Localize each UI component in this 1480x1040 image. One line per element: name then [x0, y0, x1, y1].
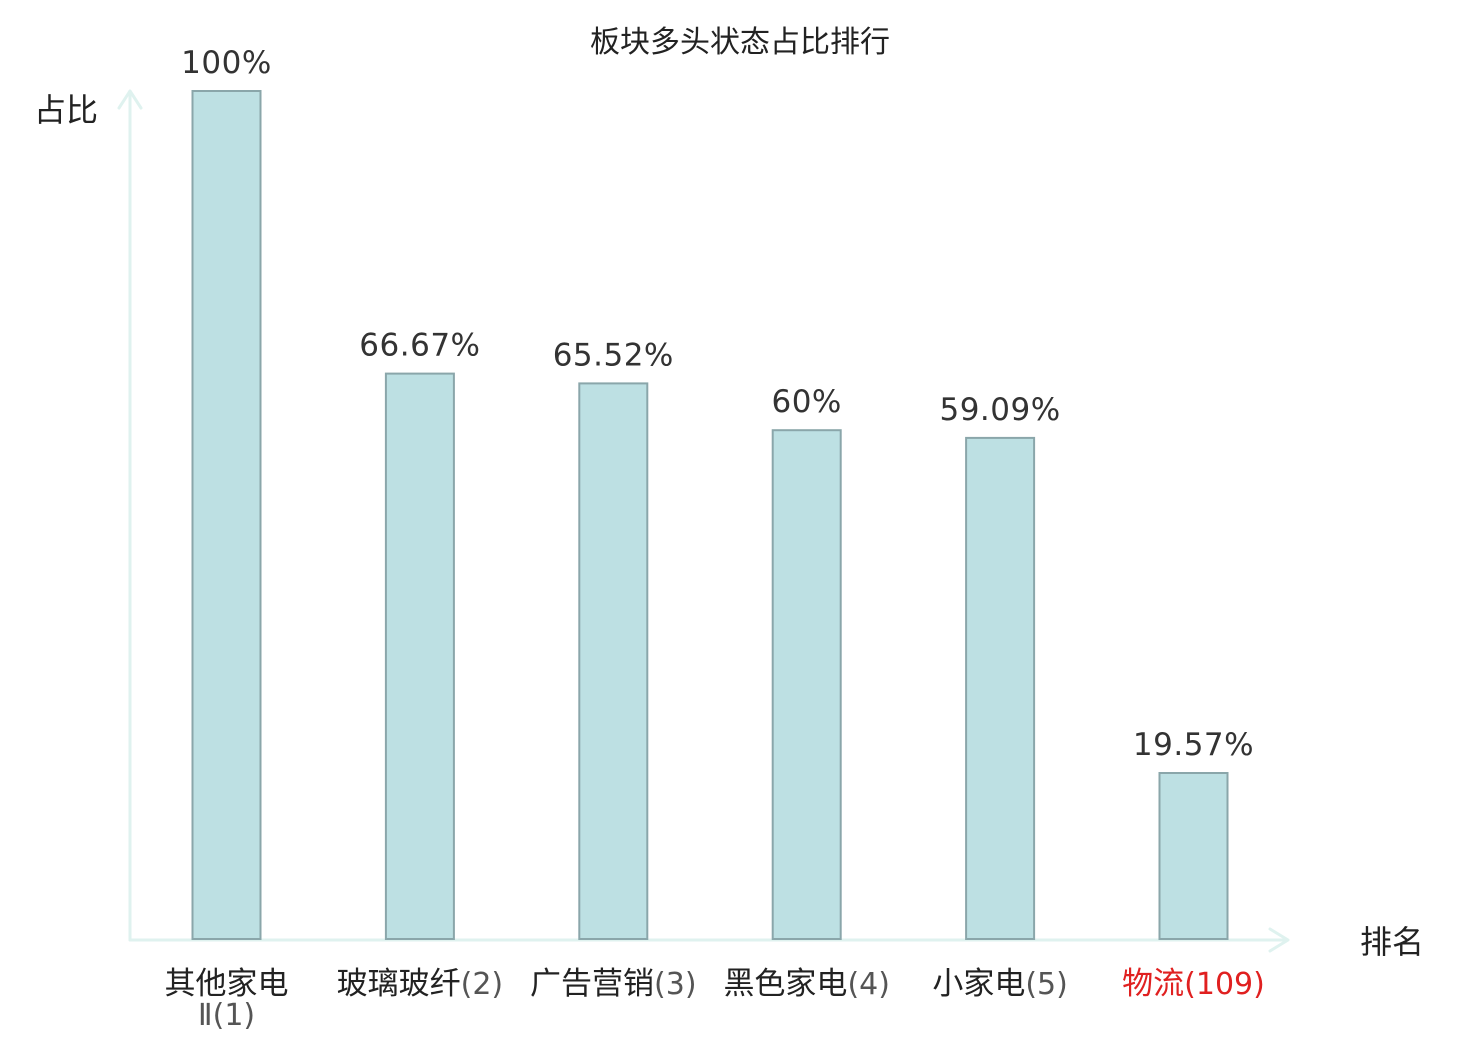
x-axis-arrow: [1268, 927, 1290, 953]
bar: [384, 372, 455, 941]
bar-value-label: 66.67%: [359, 328, 480, 364]
axes: [117, 89, 1290, 953]
bar: [965, 436, 1036, 940]
category-label: 其他家电: [165, 966, 289, 1002]
category-label: 物流(109): [1122, 966, 1265, 1002]
bar-value-label: 59.09%: [939, 392, 1060, 428]
bars: [191, 90, 1229, 941]
value-labels: 100% 66.67% 65.52% 60% 59.09% 19.57%: [181, 45, 1254, 763]
bar: [578, 382, 649, 940]
category-label: 黑色家电(4): [723, 966, 890, 1002]
bar-value-label: 19.57%: [1133, 727, 1254, 763]
category-label: 小家电(5): [932, 966, 1068, 1002]
category-label-rank: Ⅱ(1): [198, 998, 255, 1033]
category-label: 广告营销(3): [530, 966, 697, 1002]
y-axis-label: 占比: [34, 91, 98, 129]
chart-title: 板块多头状态占比排行: [590, 25, 890, 60]
x-axis-label: 排名: [1360, 923, 1424, 961]
bar-value-label: 60%: [771, 384, 841, 420]
bar-value-label: 65.52%: [553, 337, 674, 373]
bar: [771, 429, 842, 940]
category-label: 玻璃玻纤(2): [337, 966, 504, 1002]
bar: [191, 90, 262, 940]
bar-value-label: 100%: [181, 45, 272, 81]
y-axis-arrow: [117, 89, 143, 110]
bar: [1158, 772, 1229, 940]
